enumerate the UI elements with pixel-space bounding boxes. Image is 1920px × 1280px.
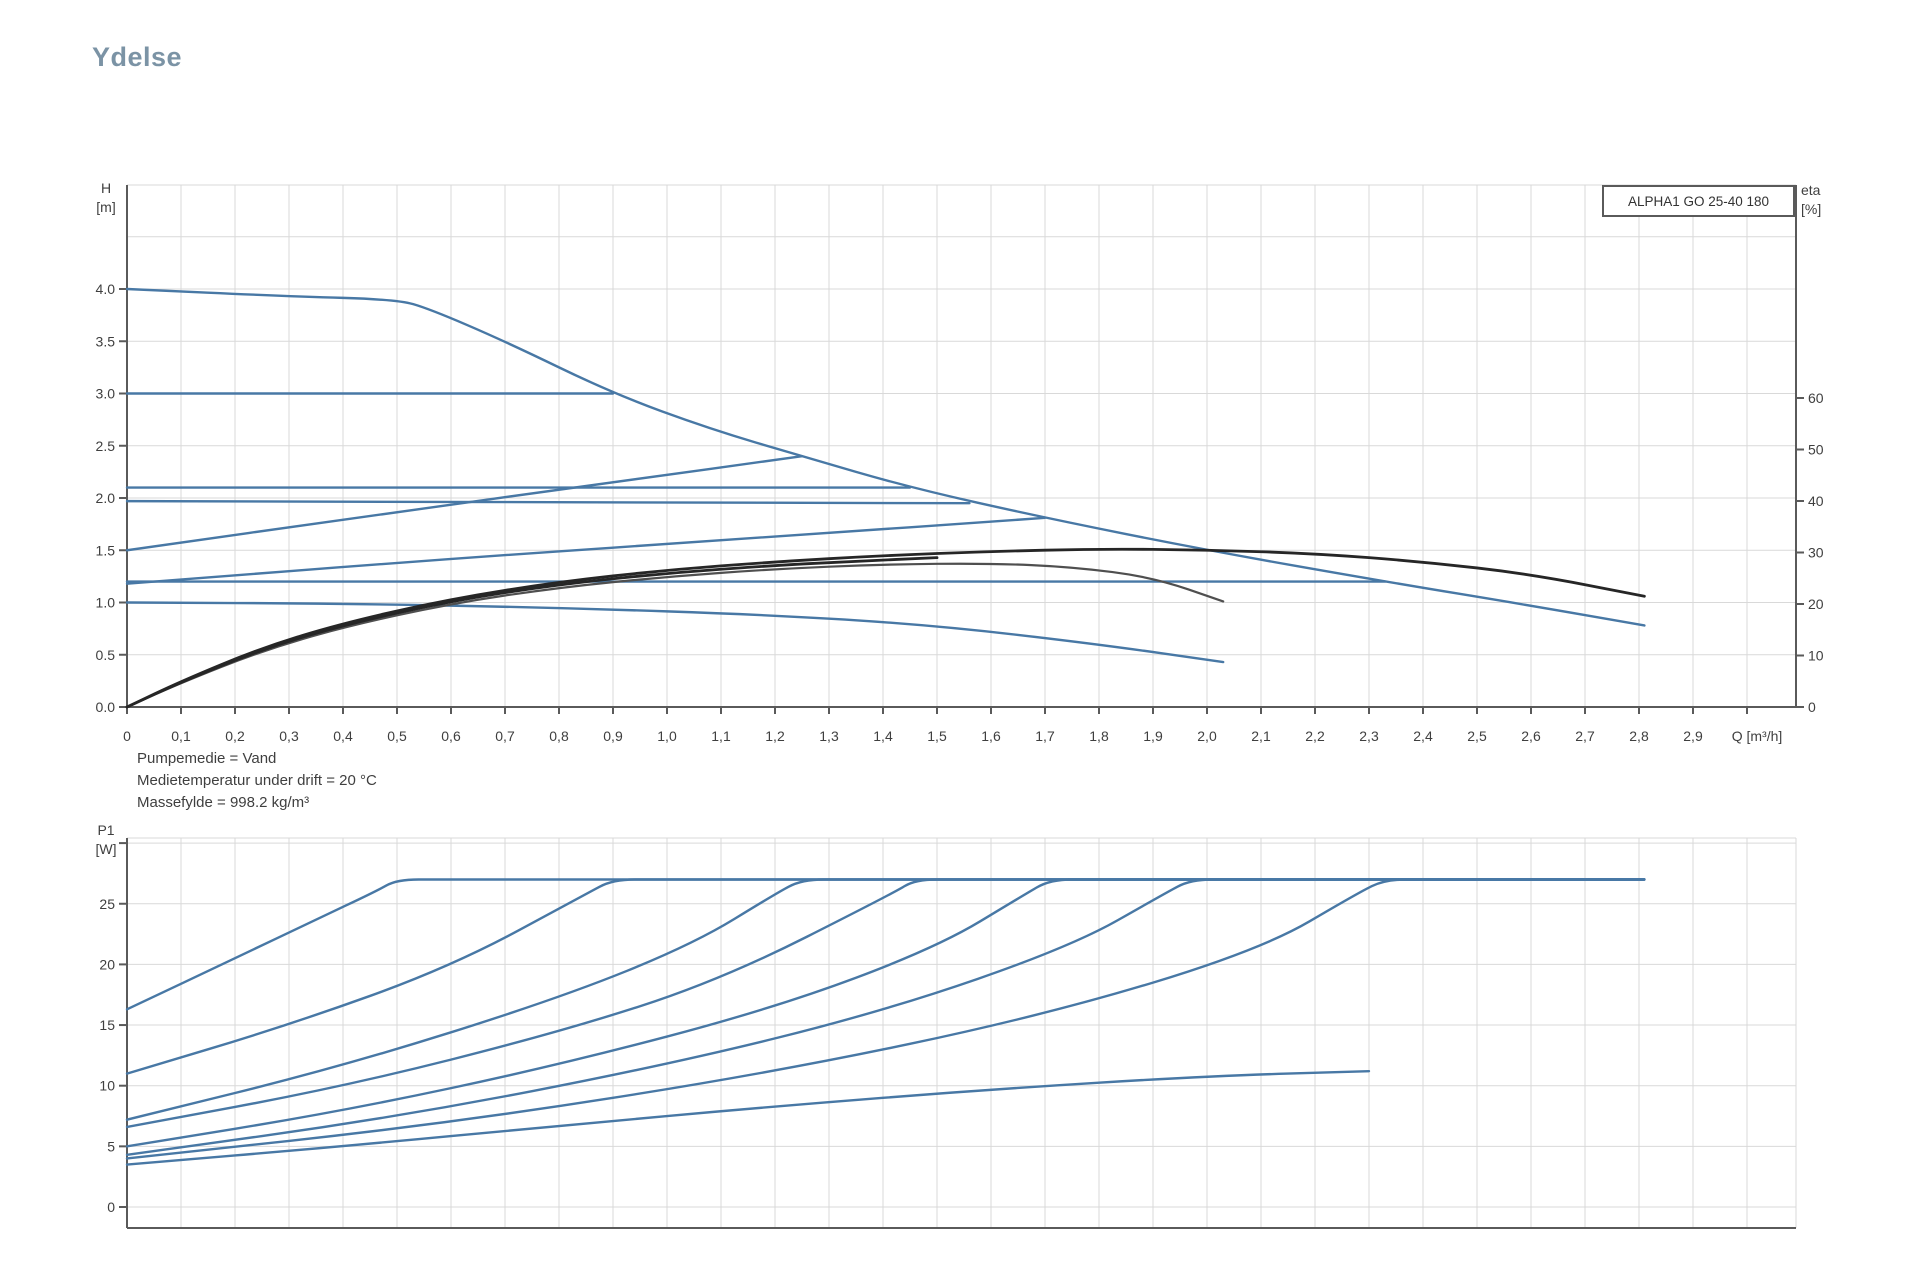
svg-text:1,6: 1,6 [981, 728, 1001, 744]
h-axis-unit-label: H [m] [84, 179, 128, 217]
svg-text:1,1: 1,1 [711, 728, 731, 744]
note-pump-medium: Pumpemedie = Vand [137, 750, 277, 767]
tick-labels: 0.0 0.5 1.0 1.5 2.0 2.5 3.0 3.5 4.0 0 10 20 30 40 50 60… [96, 281, 1824, 744]
curve-p1-curve-3 [125, 878, 1646, 1121]
svg-text:1,4: 1,4 [873, 728, 893, 744]
p1-axis-unit-label: P1 [W] [84, 821, 128, 859]
svg-text:0,2: 0,2 [225, 728, 245, 744]
svg-text:1,5: 1,5 [927, 728, 947, 744]
curve-p1-curve-5 [125, 878, 1646, 1148]
svg-text:2,0: 2,0 [1197, 728, 1217, 744]
svg-text:2,3: 2,3 [1359, 728, 1379, 744]
axes [119, 838, 1796, 1229]
svg-text:60: 60 [1808, 390, 1824, 406]
p1-q-curves [125, 878, 1646, 1166]
page-title: Ydelse [92, 42, 183, 72]
curve-p1-curve-4 [125, 878, 1646, 1129]
curve-p1-curve-7 [125, 878, 1646, 1160]
p1-axis-symbol: P1 [97, 822, 115, 838]
svg-text:2,8: 2,8 [1629, 728, 1649, 744]
svg-text:2,6: 2,6 [1521, 728, 1541, 744]
eta-axis-unit-label: eta [%] [1801, 181, 1845, 219]
svg-text:0,7: 0,7 [495, 728, 515, 744]
svg-text:2,7: 2,7 [1575, 728, 1595, 744]
svg-text:5: 5 [107, 1138, 115, 1154]
svg-text:0,3: 0,3 [279, 728, 299, 744]
svg-text:50: 50 [1808, 442, 1824, 458]
svg-text:15: 15 [99, 1017, 115, 1033]
note-density: Massefylde = 998.2 kg/m³ [137, 794, 310, 811]
svg-text:3.0: 3.0 [96, 386, 116, 402]
svg-text:10: 10 [99, 1078, 115, 1094]
svg-text:0: 0 [107, 1199, 115, 1215]
svg-text:2.0: 2.0 [96, 490, 116, 506]
svg-text:0,9: 0,9 [603, 728, 623, 744]
svg-text:20: 20 [1808, 596, 1824, 612]
note-medium-temperature: Medietemperatur under drift = 20 °C [137, 772, 377, 789]
svg-text:1,3: 1,3 [819, 728, 839, 744]
svg-text:0,5: 0,5 [387, 728, 407, 744]
curve-max-speed [125, 287, 1646, 627]
svg-text:0: 0 [123, 728, 131, 744]
pump-model-label: ALPHA1 GO 25-40 180 [1627, 193, 1770, 209]
h-axis-symbol: H [100, 180, 112, 196]
axes [119, 185, 1804, 714]
legend-box: ALPHA1 GO 25-40 180 [1602, 185, 1795, 217]
svg-text:1.0: 1.0 [96, 595, 116, 611]
h-q-chart: 0.0 0.5 1.0 1.5 2.0 2.5 3.0 3.5 4.0 0 10 20 30 40 50 60… [96, 184, 1824, 744]
svg-text:Q [m³/h]: Q [m³/h] [1732, 728, 1783, 744]
curve-p1-max-speed [125, 878, 1646, 1011]
operating-conditions-notes: Pumpemedie = Vand Medietemperatur under … [137, 748, 377, 814]
svg-text:0,6: 0,6 [441, 728, 461, 744]
svg-text:2,4: 2,4 [1413, 728, 1433, 744]
curve-p1-curve-6 [125, 878, 1646, 1157]
svg-text:2,1: 2,1 [1251, 728, 1271, 744]
svg-text:40: 40 [1808, 493, 1824, 509]
svg-text:0,1: 0,1 [171, 728, 191, 744]
svg-text:0: 0 [1808, 699, 1816, 715]
p1-axis-unit: [W] [95, 841, 117, 857]
curve-p1-min-speed [125, 1069, 1371, 1166]
svg-text:10: 10 [1808, 648, 1824, 664]
svg-text:4.0: 4.0 [96, 281, 116, 297]
eta-axis-unit: [%] [1801, 201, 1822, 217]
curve-eta-curve-short [125, 562, 1225, 709]
curve-p1-curve-2 [125, 878, 1646, 1075]
h-q-curves [125, 287, 1646, 709]
svg-text:0.0: 0.0 [96, 699, 116, 715]
tick-labels: 0 5 10 15 20 25 [99, 896, 115, 1215]
svg-text:0,4: 0,4 [333, 728, 353, 744]
svg-text:3.5: 3.5 [96, 333, 116, 349]
curve-prop-head-low [125, 516, 1047, 585]
curve-eta-curve-long [125, 547, 1646, 709]
svg-text:20: 20 [99, 956, 115, 972]
eta-axis-symbol: eta [1801, 182, 1821, 198]
svg-text:30: 30 [1808, 545, 1824, 561]
svg-text:1.5: 1.5 [96, 542, 116, 558]
grid [127, 184, 1796, 707]
svg-text:1,7: 1,7 [1035, 728, 1055, 744]
svg-text:0,8: 0,8 [549, 728, 569, 744]
curve-prop-head-high [125, 455, 804, 552]
svg-text:1,9: 1,9 [1143, 728, 1163, 744]
grid [127, 837, 1797, 1228]
svg-text:0.5: 0.5 [96, 647, 116, 663]
svg-text:2.5: 2.5 [96, 438, 116, 454]
h-axis-unit: [m] [96, 199, 116, 215]
svg-text:1,0: 1,0 [657, 728, 677, 744]
curve-min-speed [125, 601, 1225, 664]
curve-const-head-2.0 [125, 499, 971, 505]
curve-eta-curve-mid [125, 556, 939, 709]
svg-text:1,8: 1,8 [1089, 728, 1109, 744]
svg-text:2,9: 2,9 [1683, 728, 1703, 744]
svg-text:2,5: 2,5 [1467, 728, 1487, 744]
svg-text:1,2: 1,2 [765, 728, 785, 744]
p1-q-chart: 0 5 10 15 20 25 [99, 837, 1797, 1229]
svg-text:25: 25 [99, 896, 115, 912]
svg-text:2,2: 2,2 [1305, 728, 1325, 744]
